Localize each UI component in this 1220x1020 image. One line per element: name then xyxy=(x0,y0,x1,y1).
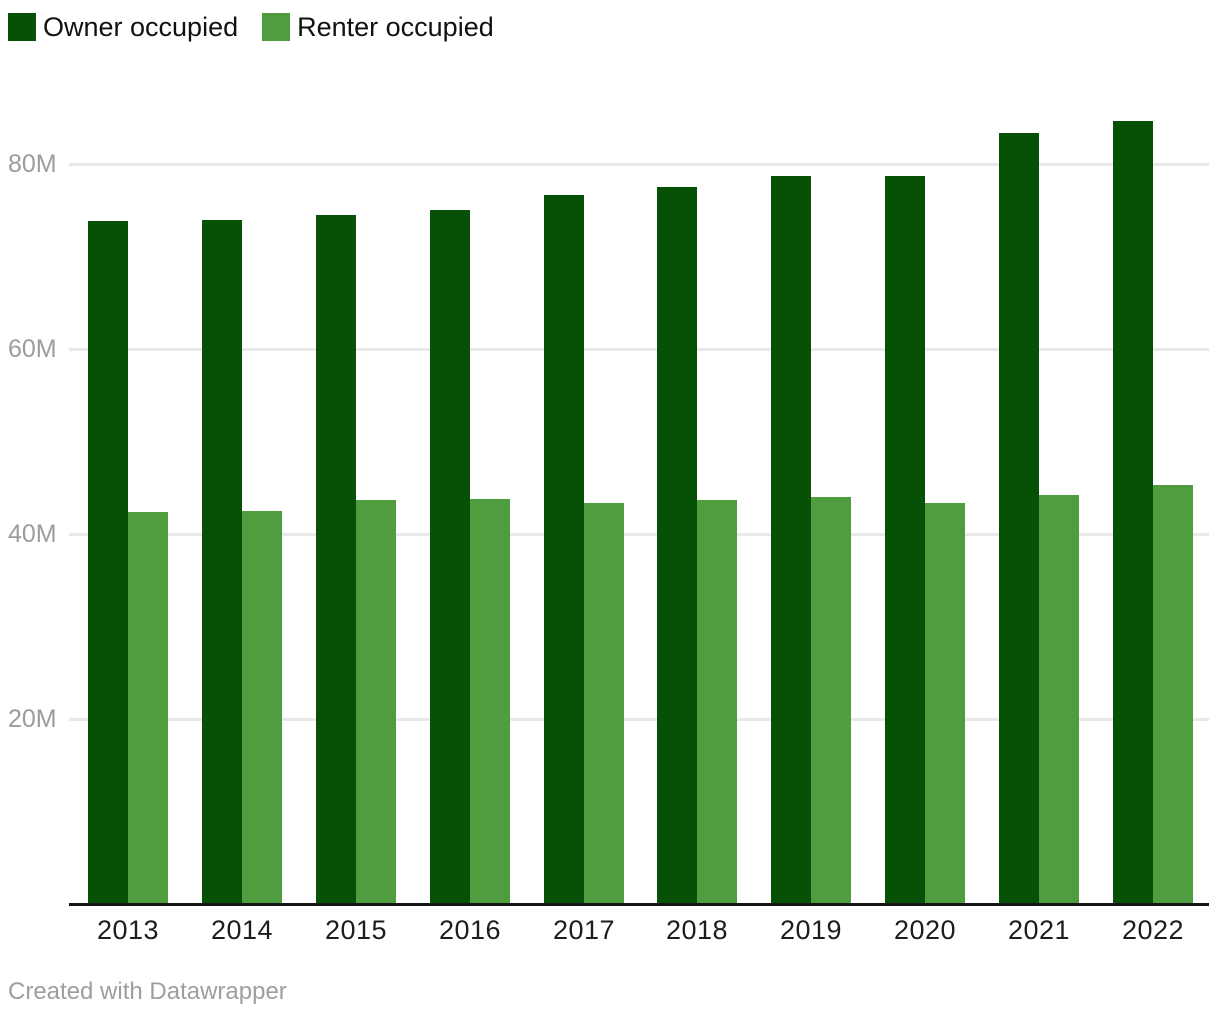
x-tick-label-2016: 2016 xyxy=(438,915,502,945)
legend-item-owner-occupied: Owner occupied xyxy=(8,13,238,41)
bar-owner-occupied-2013[interactable] xyxy=(88,221,128,903)
gridline-40m xyxy=(69,533,1209,536)
y-tick-label-60m: 60M xyxy=(8,335,57,363)
bar-renter-occupied-2018[interactable] xyxy=(697,500,737,903)
x-tick-label-2020: 2020 xyxy=(893,915,957,945)
bar-owner-occupied-2022[interactable] xyxy=(1113,121,1153,903)
bar-renter-occupied-2013[interactable] xyxy=(128,512,168,903)
x-tick-label-2019: 2019 xyxy=(779,915,843,945)
datawrapper-attribution: Created with Datawrapper xyxy=(8,978,287,1005)
legend-swatch-owner-occupied xyxy=(8,13,36,41)
bar-owner-occupied-2018[interactable] xyxy=(657,187,697,903)
bar-owner-occupied-2016[interactable] xyxy=(430,210,470,903)
bar-renter-occupied-2016[interactable] xyxy=(470,499,510,903)
x-tick-label-2021: 2021 xyxy=(1007,915,1071,945)
bar-owner-occupied-2021[interactable] xyxy=(999,133,1039,903)
y-tick-label-80m: 80M xyxy=(8,150,57,178)
x-tick-label-2018: 2018 xyxy=(665,915,729,945)
gridline-60m xyxy=(69,348,1209,351)
bar-owner-occupied-2015[interactable] xyxy=(316,215,356,903)
legend: Owner occupied Renter occupied xyxy=(8,13,518,41)
x-tick-label-2013: 2013 xyxy=(96,915,160,945)
y-tick-label-20m: 20M xyxy=(8,705,57,733)
bar-renter-occupied-2015[interactable] xyxy=(356,500,396,903)
bar-renter-occupied-2021[interactable] xyxy=(1039,495,1079,903)
legend-swatch-renter-occupied xyxy=(262,13,291,41)
x-tick-label-2017: 2017 xyxy=(552,915,616,945)
y-tick-label-40m: 40M xyxy=(8,520,57,548)
x-tick-label-2015: 2015 xyxy=(324,915,388,945)
bar-renter-occupied-2017[interactable] xyxy=(584,503,624,903)
bar-owner-occupied-2014[interactable] xyxy=(202,220,242,903)
bar-renter-occupied-2020[interactable] xyxy=(925,503,965,903)
bar-renter-occupied-2022[interactable] xyxy=(1153,485,1193,903)
bar-renter-occupied-2014[interactable] xyxy=(242,511,282,903)
legend-label-renter-occupied: Renter occupied xyxy=(297,12,494,42)
bar-owner-occupied-2019[interactable] xyxy=(771,176,811,903)
bar-owner-occupied-2017[interactable] xyxy=(544,195,584,903)
x-axis-line xyxy=(69,903,1209,906)
bar-owner-occupied-2020[interactable] xyxy=(885,176,925,903)
gridline-20m xyxy=(69,718,1209,721)
x-tick-label-2014: 2014 xyxy=(210,915,274,945)
legend-item-renter-occupied: Renter occupied xyxy=(262,13,494,41)
legend-label-owner-occupied: Owner occupied xyxy=(43,12,239,42)
bar-renter-occupied-2019[interactable] xyxy=(811,497,851,903)
x-tick-label-2022: 2022 xyxy=(1121,915,1185,945)
gridline-80m xyxy=(69,163,1209,166)
